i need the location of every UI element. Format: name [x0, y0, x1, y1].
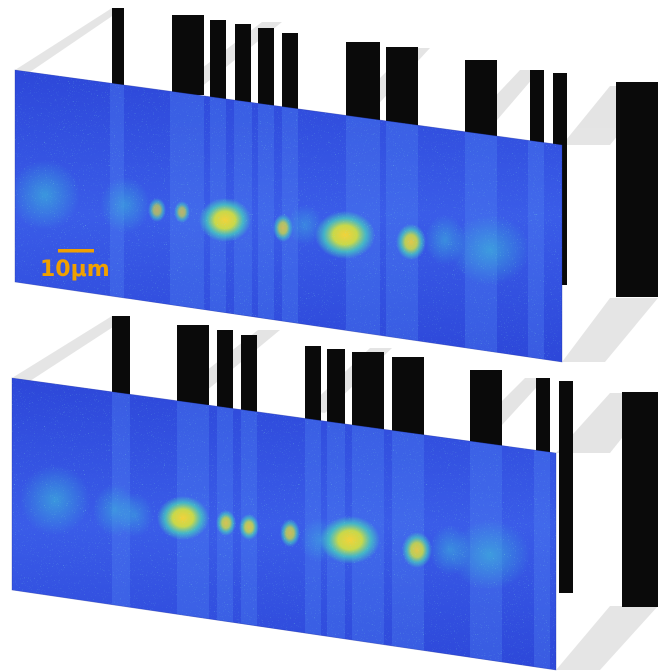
top-bar [210, 20, 226, 100]
top-panel: 10μm [14, 8, 658, 363]
top-bar [616, 82, 658, 297]
top-bar [282, 33, 298, 117]
bottom-bar [305, 346, 321, 431]
top-bar [235, 24, 251, 108]
bottom-panel [11, 316, 658, 671]
bottom-image-frame [11, 377, 557, 671]
scale-bar-line [58, 249, 94, 253]
bottom-bar [112, 316, 130, 396]
scale-bar: 10μm [40, 249, 110, 282]
bottom-bar [559, 381, 573, 593]
bottom-bar [177, 325, 209, 405]
scale-bar-label: 10μm [40, 257, 110, 282]
top-bar [112, 8, 124, 88]
top-bar [172, 15, 204, 95]
bottom-bar [217, 330, 233, 410]
top-image-frame [14, 69, 563, 363]
bottom-bar [241, 335, 257, 415]
top-bar [258, 28, 274, 112]
bottom-bar [622, 392, 658, 607]
bottom-bar [327, 349, 345, 434]
